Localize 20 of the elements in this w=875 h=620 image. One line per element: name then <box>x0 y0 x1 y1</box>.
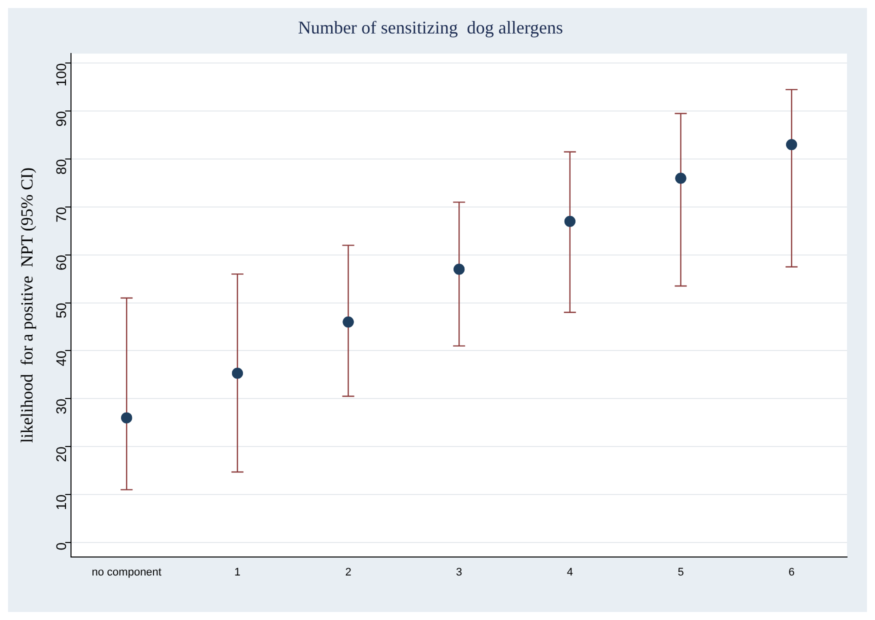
y-tick-label: 50 <box>53 302 70 318</box>
y-tick-label: 70 <box>53 206 70 223</box>
x-tick-label: 1 <box>234 566 241 578</box>
x-tick-label: no component <box>92 566 162 578</box>
x-tick-label: 5 <box>678 566 684 578</box>
y-tick-label: 10 <box>53 494 70 510</box>
y-tick-label: 30 <box>53 398 70 414</box>
x-tick-label: 3 <box>456 566 462 578</box>
y-tick-label: 20 <box>53 446 70 462</box>
chart-title: Number of sensitizing dog allergens <box>298 18 564 38</box>
y-tick-label: 80 <box>53 158 70 175</box>
x-tick-label: 6 <box>788 566 795 578</box>
y-tick-label: 100 <box>53 62 70 87</box>
x-tick-label: 4 <box>566 566 573 578</box>
y-tick-label: 90 <box>53 110 70 127</box>
x-tick-label: 2 <box>345 566 352 578</box>
y-tick-label: 0 <box>53 542 70 550</box>
y-tick-label: 60 <box>53 254 70 270</box>
y-tick-label: 40 <box>53 350 70 366</box>
y-axis-title: likelihood for a positive NPT (95% CI) <box>18 167 37 443</box>
